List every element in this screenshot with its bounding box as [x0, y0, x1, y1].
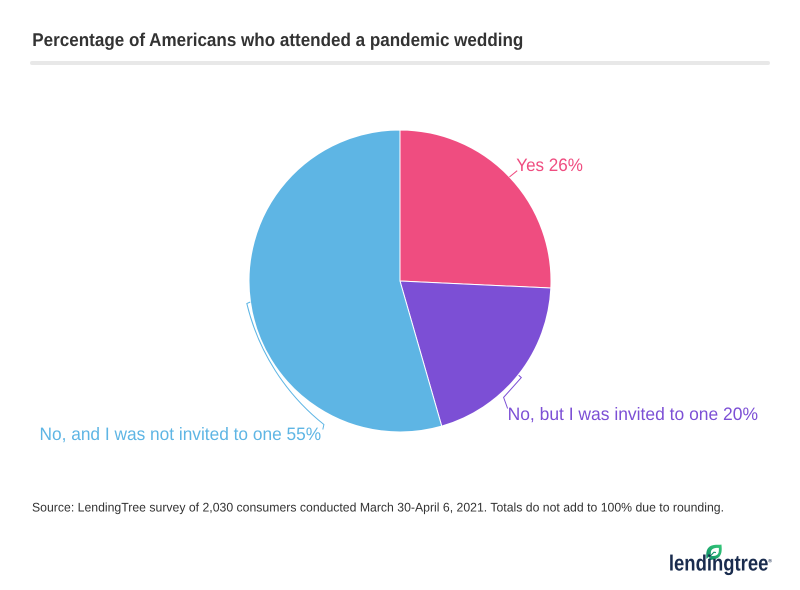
svg-text:Yes 26%: Yes 26% [516, 155, 583, 175]
svg-text:Percentage of Americans who at: Percentage of Americans who attended a p… [32, 29, 523, 50]
svg-text:No, and I was not invited to o: No, and I was not invited to one 55% [40, 424, 322, 444]
svg-text:®: ® [768, 559, 772, 565]
svg-text:No, but I was invited to one 2: No, but I was invited to one 20% [508, 404, 758, 424]
svg-text:lendingtree: lendingtree [669, 551, 769, 576]
svg-text:Source: LendingTree survey of: Source: LendingTree survey of 2,030 cons… [32, 501, 724, 515]
